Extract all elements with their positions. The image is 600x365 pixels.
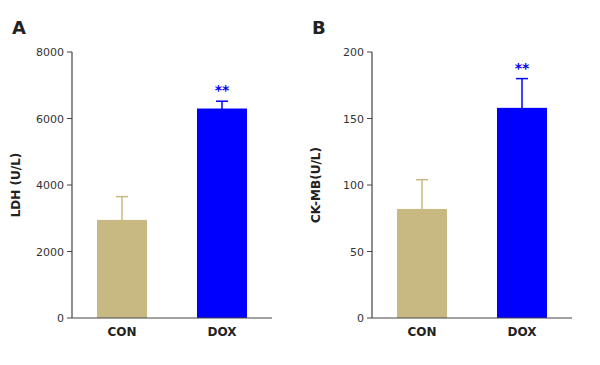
y-axis-label: LDH (U/L) bbox=[9, 153, 23, 218]
y-tick-label: 200 bbox=[343, 46, 364, 59]
error-cap bbox=[516, 136, 528, 138]
y-tick bbox=[367, 52, 372, 53]
error-cap bbox=[416, 237, 428, 239]
plot-area bbox=[397, 79, 547, 318]
error-stem bbox=[121, 197, 123, 244]
panel-label: B bbox=[312, 17, 326, 38]
x-tick-label: CON bbox=[107, 325, 136, 339]
y-tick-label: 2000 bbox=[36, 246, 64, 259]
y-tick-label: 0 bbox=[357, 312, 364, 325]
error-bar bbox=[116, 197, 128, 244]
error-stem bbox=[421, 180, 423, 239]
error-cap bbox=[516, 78, 528, 80]
panel: A 0 2000 4000 6000 8000 LDH (U/L) CON DOX ** bbox=[9, 17, 272, 339]
plot-area bbox=[97, 101, 247, 318]
x-tick-label: DOX bbox=[508, 325, 538, 339]
error-stem bbox=[221, 101, 223, 116]
y-tick-label: 4000 bbox=[36, 179, 64, 192]
x-tick-label: CON bbox=[407, 325, 436, 339]
significance-label: ** bbox=[215, 82, 230, 98]
x-axis-line bbox=[72, 317, 272, 318]
panel-label: A bbox=[12, 17, 26, 38]
y-tick bbox=[67, 251, 72, 252]
error-cap bbox=[416, 179, 428, 181]
y-tick bbox=[367, 118, 372, 119]
y-axis-line bbox=[71, 52, 72, 318]
x-axis-line bbox=[372, 317, 572, 318]
y-tick-label: 8000 bbox=[36, 46, 64, 59]
y-tick bbox=[67, 318, 72, 319]
y-tick bbox=[67, 185, 72, 186]
error-stem bbox=[521, 79, 523, 138]
error-cap bbox=[216, 100, 228, 102]
y-tick bbox=[367, 251, 372, 252]
bar bbox=[497, 108, 547, 318]
y-tick-label: 0 bbox=[57, 312, 64, 325]
y-tick-label: 100 bbox=[343, 179, 364, 192]
y-tick bbox=[367, 185, 372, 186]
x-tick-label: DOX bbox=[208, 325, 238, 339]
error-bar bbox=[516, 79, 528, 138]
y-tick-label: 150 bbox=[343, 113, 364, 126]
error-cap bbox=[216, 115, 228, 117]
panel: B 0 50 100 150 200 CK-MB(U/L) CON DOX ** bbox=[309, 17, 572, 339]
error-bar bbox=[416, 180, 428, 239]
figure: A 0 2000 4000 6000 8000 LDH (U/L) CON DOX ** B 0 50 1… bbox=[0, 0, 600, 365]
y-axis-line bbox=[371, 52, 372, 318]
y-axis-label: CK-MB(U/L) bbox=[309, 147, 323, 223]
error-cap bbox=[116, 242, 128, 244]
significance-label: ** bbox=[515, 60, 530, 76]
bar bbox=[197, 109, 247, 318]
y-tick-label: 6000 bbox=[36, 113, 64, 126]
y-tick bbox=[67, 118, 72, 119]
y-tick bbox=[367, 318, 372, 319]
error-bar bbox=[216, 101, 228, 116]
y-tick bbox=[67, 52, 72, 53]
y-tick-label: 50 bbox=[350, 246, 364, 259]
error-cap bbox=[116, 196, 128, 198]
